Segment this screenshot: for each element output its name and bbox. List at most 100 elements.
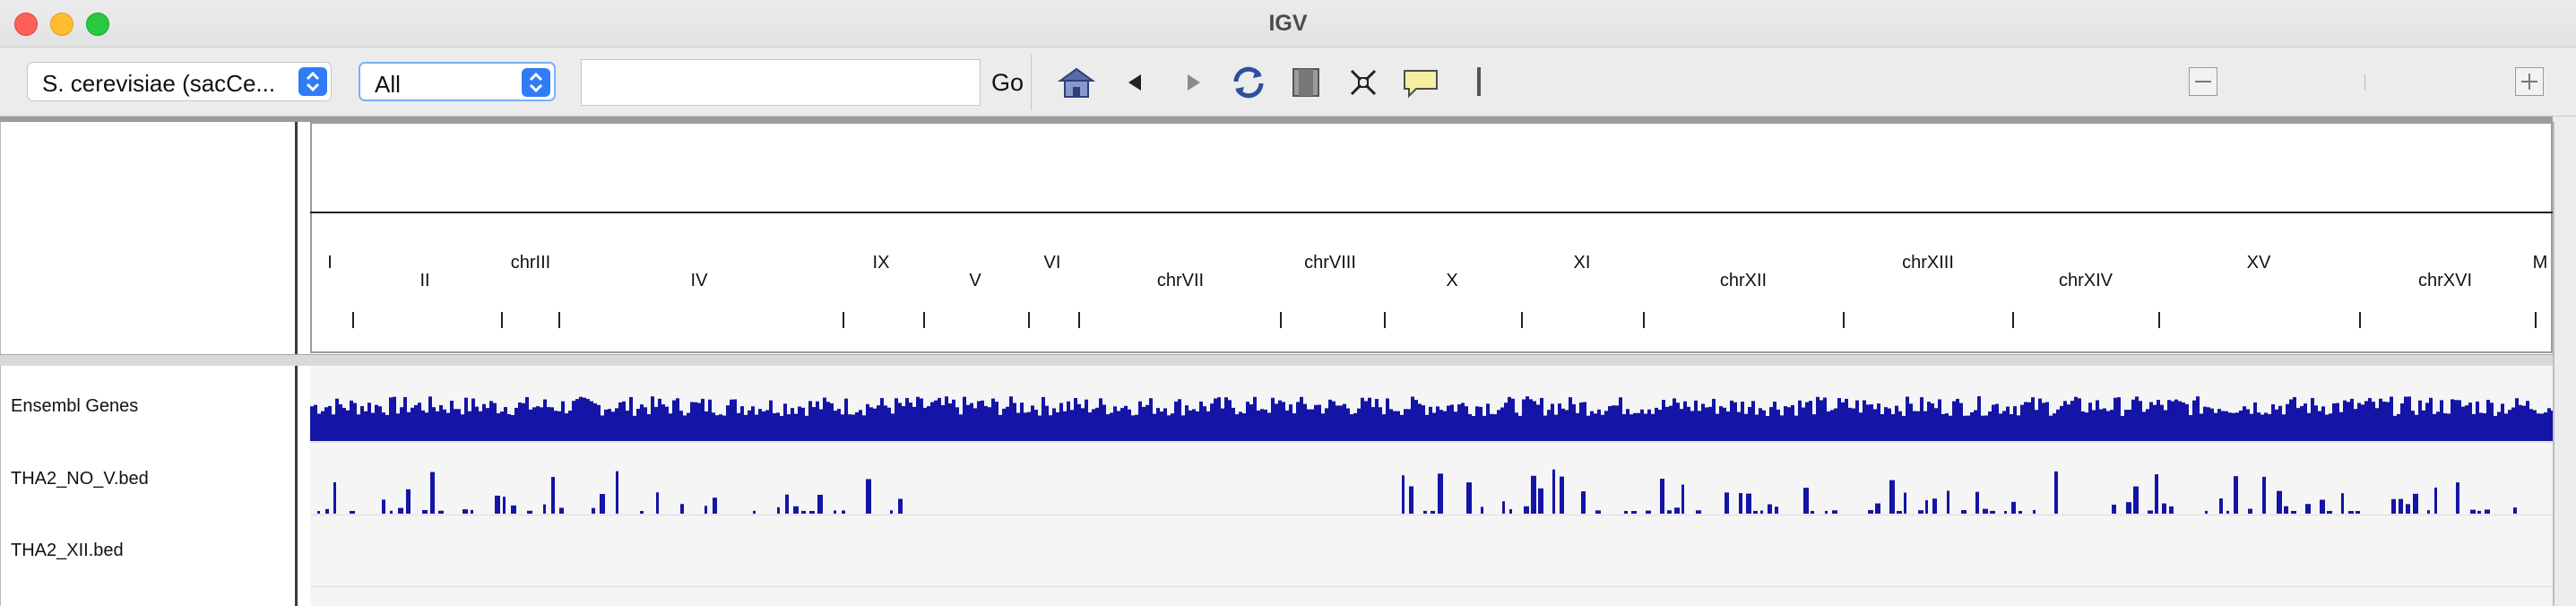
chromosome-label-m[interactable]: M [2532,253,2548,273]
bed-feature [1531,475,1536,514]
gene-feature [2296,408,2300,421]
chromosome-boundary-tick [2535,312,2537,328]
gene-feature [1221,408,1224,421]
bed-feature [1581,491,1586,514]
minimize-window-button[interactable] [50,13,73,36]
gene-feature [1669,405,1673,421]
gene-feature [1249,404,1253,421]
gene-feature [1454,411,1457,421]
gene-feature [1683,401,1687,421]
gene-feature [2311,397,2314,421]
chromosome-label-iv[interactable]: IV [690,271,708,290]
zoom-scale-tick [2364,74,2365,91]
chromosome-label-v[interactable]: V [969,271,981,290]
maximize-window-button[interactable] [86,13,109,36]
gene-feature [1027,411,1031,421]
gene-feature [2347,402,2350,421]
track-name-ensembl-genes[interactable]: Ensembl Genes [11,396,139,416]
gene-feature [1020,403,1024,421]
gene-feature [1730,400,1733,421]
gene-feature [2379,398,2382,421]
gene-feature [2271,404,2275,421]
gene-feature [1651,413,1655,421]
gene-feature [826,402,830,421]
chromosome-select[interactable]: All [359,62,556,101]
gene-feature [948,403,952,421]
bed-feature [551,477,555,514]
gene-feature [837,409,841,421]
bed-feature [785,494,789,514]
forward-icon[interactable] [1172,62,1214,103]
ruler-icon[interactable] [1477,67,1481,96]
gene-feature [1332,401,1336,421]
bed-feature [1832,510,1837,514]
chromosome-label-chrxiii[interactable]: chrXIII [1902,253,1954,273]
gene-feature [522,403,525,421]
chromosome-label-ix[interactable]: IX [872,253,890,273]
bed-feature [842,510,845,514]
gene-feature [1239,411,1242,421]
chromosome-ruler[interactable] [310,122,2553,353]
gene-feature [1845,398,1848,421]
gene-feature [2404,396,2407,421]
track-name-tha2-no-v[interactable]: THA2_NO_V.bed [11,469,149,489]
genome-select[interactable]: S. cerevisiae (sacCe... [27,62,332,101]
chromosome-label-i[interactable]: I [327,253,333,273]
gene-feature [2278,405,2282,421]
gene-feature [1465,406,1468,421]
bed-feature [2126,502,2131,514]
gene-feature [2307,412,2311,421]
chromosome-label-chrvii[interactable]: chrVII [1156,271,1205,290]
bed-feature [2133,486,2139,514]
gene-feature [2038,398,2042,421]
right-scroll-gutter[interactable] [2553,117,2576,606]
track-name-tha2-xii[interactable]: THA2_XII.bed [11,541,124,560]
chromosome-label-ii[interactable]: II [419,271,430,290]
back-icon[interactable] [1115,62,1156,103]
locus-search-input[interactable] [581,59,981,106]
gene-feature [2260,414,2264,421]
chromosome-label-vi[interactable]: VI [1043,253,1061,273]
gene-feature [504,407,507,421]
gene-feature [1142,406,1145,421]
gene-feature [1117,411,1120,421]
chromosome-label-chriii[interactable]: chrIII [510,253,551,273]
gene-feature [1565,410,1569,421]
chromosome-label-xi[interactable]: XI [1573,253,1591,273]
bed-feature [793,506,799,514]
gene-feature [1461,403,1465,421]
panel-splitter[interactable] [0,354,2576,367]
close-window-button[interactable] [14,13,38,36]
bed-feature [1897,510,1902,514]
chromosome-label-xv[interactable]: XV [2246,253,2271,273]
bed-feature [2205,510,2208,514]
gene-feature [1529,399,1533,421]
chromosome-label-x[interactable]: X [1446,271,1458,290]
chromosome-label-chrviii[interactable]: chrVIII [1304,253,1356,273]
gene-feature [765,410,769,421]
gene-feature [1676,403,1680,421]
refresh-icon[interactable] [1228,62,1269,103]
gene-feature [2124,410,2128,421]
gene-feature [1328,399,1332,421]
gene-feature [2447,413,2451,421]
gene-feature [1751,401,1755,421]
region-icon[interactable] [1285,62,1327,103]
zoom-out-icon[interactable] [2189,67,2217,96]
toolbar-separator [1031,55,1032,110]
gene-feature [450,400,454,421]
gene-feature [2074,396,2078,421]
bed-feature [2262,476,2266,514]
home-icon[interactable] [1056,62,1097,103]
chromosome-label-chrxiv[interactable]: chrXIV [2058,271,2114,290]
popup-info-icon[interactable] [1400,62,1441,103]
bed-feature [2513,507,2517,514]
chromosome-label-chrxvi[interactable]: chrXVI [2417,271,2473,290]
gene-feature [2110,410,2114,421]
gene-feature [1626,409,1629,421]
gene-feature [1744,413,1748,421]
go-button[interactable]: Go [991,69,1024,96]
resize-icon[interactable] [1343,62,1384,103]
zoom-in-icon[interactable] [2515,67,2544,96]
chromosome-label-chrxii[interactable]: chrXII [1719,271,1768,290]
